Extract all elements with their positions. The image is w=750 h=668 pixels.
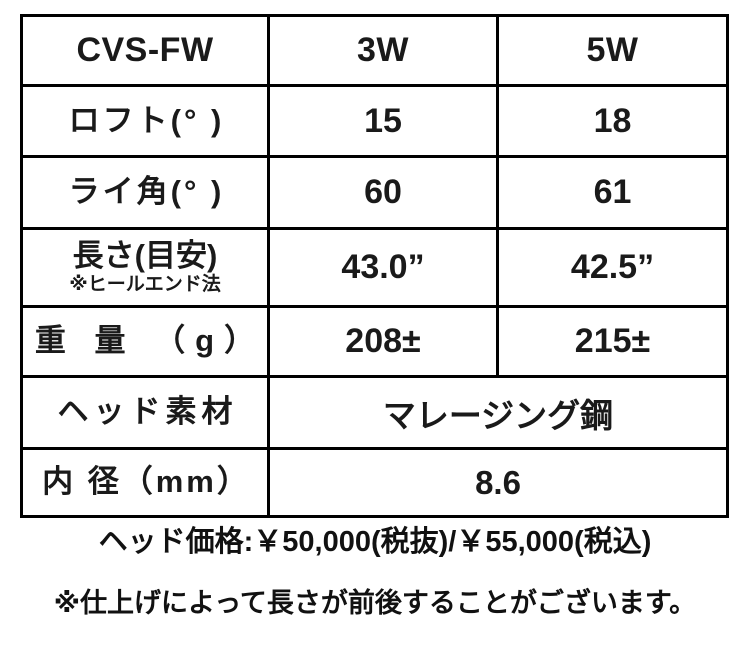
cell-loft-5w: 18 (496, 84, 729, 158)
row-label-inner-diameter-text: 内 径（mm） (42, 464, 251, 500)
cell-length-5w: 42.5” (496, 227, 729, 308)
row-label-lie-angle-text: ライ角(° ) (68, 174, 225, 210)
cell-head-material-merged: マレージング鋼 (267, 375, 729, 450)
footer-notes: ヘッド価格:￥50,000(税抜)/￥55,000(税込) ※仕上げによって長さ… (0, 526, 750, 619)
cell-lie-angle-3w: 60 (267, 155, 499, 230)
length-disclaimer-note: ※仕上げによって長さが前後することがございます。 (53, 587, 697, 618)
cell-length-3w: 43.0” (267, 227, 499, 308)
table-header-row: CVS-FW 3W 5W (20, 14, 729, 87)
table-row-inner-diameter: 内 径（mm） 8.6 (20, 447, 729, 518)
row-label-weight: 重 量 （g） (20, 305, 270, 378)
table-row-length: 長さ(目安) ※ヒールエンド法 43.0” 42.5” (20, 227, 729, 308)
row-label-length-note: ※ヒールエンド法 (69, 274, 221, 296)
header-column-5w: 5W (496, 14, 729, 87)
header-column-3w: 3W (267, 14, 499, 87)
table-row-head-material: ヘッド素材 マレージング鋼 (20, 375, 729, 450)
spec-table-container: CVS-FW 3W 5W ロフト(° ) 15 18 ライ角(° ) 60 (20, 14, 729, 518)
cell-weight-5w: 215± (496, 305, 729, 378)
row-label-loft: ロフト(° ) (20, 84, 270, 158)
row-label-length: 長さ(目安) ※ヒールエンド法 (20, 227, 270, 308)
row-label-length-text: 長さ(目安) (72, 238, 218, 274)
row-label-head-material: ヘッド素材 (20, 375, 270, 450)
head-price-note: ヘッド価格:￥50,000(税抜)/￥55,000(税込) (98, 526, 652, 558)
row-label-lie-angle: ライ角(° ) (20, 155, 270, 230)
cell-inner-diameter-merged: 8.6 (267, 447, 729, 518)
cell-lie-angle-5w: 61 (496, 155, 729, 230)
row-label-head-material-text: ヘッド素材 (57, 394, 238, 430)
row-label-loft-text: ロフト(° ) (68, 102, 225, 138)
header-model-name: CVS-FW (20, 14, 270, 87)
cell-weight-3w: 208± (267, 305, 499, 378)
row-label-inner-diameter: 内 径（mm） (20, 447, 270, 518)
row-label-weight-text: 重 量 （g） (34, 323, 266, 359)
table-row-weight: 重 量 （g） 208± 215± (20, 305, 729, 378)
table-row-loft: ロフト(° ) 15 18 (20, 84, 729, 158)
cell-loft-3w: 15 (267, 84, 499, 158)
spec-table: CVS-FW 3W 5W ロフト(° ) 15 18 ライ角(° ) 60 (20, 14, 729, 518)
table-row-lie-angle: ライ角(° ) 60 61 (20, 155, 729, 230)
